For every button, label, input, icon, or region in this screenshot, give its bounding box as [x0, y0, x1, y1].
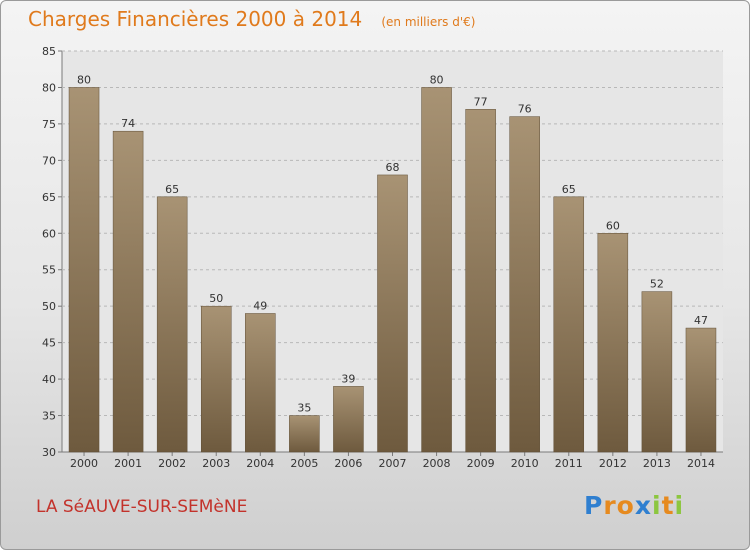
x-tick-label: 2014 [687, 457, 715, 470]
bar [68, 87, 100, 453]
logo-letter: P [584, 491, 604, 520]
chart-title: Charges Financières 2000 à 2014 [28, 7, 363, 31]
y-tick-label: 50 [42, 300, 56, 313]
bar [245, 313, 276, 453]
bar-value-label: 77 [474, 95, 488, 108]
x-tick-label: 2000 [70, 457, 98, 470]
logo-letter: t [661, 491, 675, 520]
x-tick-label: 2012 [599, 457, 627, 470]
bar [200, 305, 232, 453]
bar [289, 415, 320, 453]
bar [509, 116, 540, 453]
bar-value-label: 39 [341, 372, 355, 385]
labels: 30 35 40 45 50 55 60 65 70 75 80 85 80 2000 74 2001 65 20… [42, 45, 715, 470]
logo-letter: i [674, 491, 685, 520]
bar-value-label: 35 [297, 402, 311, 415]
bar [553, 196, 585, 453]
y-tick-label: 75 [42, 118, 56, 131]
x-tick-label: 2005 [290, 457, 318, 470]
bar [421, 87, 452, 453]
bar-value-label: 50 [209, 292, 223, 305]
bar-value-label: 65 [165, 183, 179, 196]
x-tick-label: 2003 [202, 457, 230, 470]
logo-letter: o [616, 491, 635, 520]
bar-value-label: 65 [562, 183, 576, 196]
bar [333, 386, 364, 453]
bar [685, 327, 717, 453]
title-line: Charges Financières 2000 à 2014 (en mill… [28, 7, 475, 31]
bar [465, 109, 496, 453]
x-tick-label: 2002 [158, 457, 186, 470]
bar-value-label: 80 [430, 73, 444, 86]
bar [641, 291, 673, 453]
logo-letter: r [603, 491, 617, 520]
logo-letter: x [634, 491, 652, 520]
x-tick-label: 2008 [423, 457, 451, 470]
y-tick-label: 35 [42, 410, 56, 423]
y-tick-label: 60 [42, 227, 56, 240]
x-tick-label: 2007 [379, 457, 407, 470]
bar-value-label: 76 [518, 103, 532, 116]
y-tick-label: 45 [42, 337, 56, 350]
bar [112, 130, 144, 453]
x-tick-label: 2006 [334, 457, 362, 470]
y-tick-label: 70 [42, 154, 56, 167]
bar [377, 174, 408, 453]
y-tick-label: 40 [42, 373, 56, 386]
bar-value-label: 74 [121, 117, 135, 130]
x-tick-label: 2009 [467, 457, 495, 470]
bar-value-label: 49 [253, 299, 267, 312]
y-tick-label: 80 [42, 81, 56, 94]
logo-letter: i [652, 491, 662, 520]
x-tick-label: 2001 [114, 457, 142, 470]
x-tick-label: 2010 [511, 457, 539, 470]
bar-value-label: 68 [386, 161, 400, 174]
bar-value-label: 80 [77, 73, 91, 86]
bar [597, 233, 629, 453]
bar-value-label: 60 [606, 219, 620, 232]
proxiti-logo: Proxiti [584, 491, 684, 520]
x-tick-label: 2011 [555, 457, 583, 470]
y-tick-label: 85 [42, 45, 56, 58]
y-tick-label: 65 [42, 191, 56, 204]
x-tick-label: 2004 [246, 457, 274, 470]
city-name: LA SéAUVE-SUR-SEMèNE [36, 497, 248, 517]
bar-value-label: 47 [694, 314, 708, 327]
bars [68, 87, 717, 453]
chart-unit-label: (en milliers d'€) [381, 15, 476, 29]
bar-value-label: 52 [650, 278, 664, 291]
y-tick-label: 55 [42, 264, 56, 277]
x-tick-label: 2013 [643, 457, 671, 470]
y-tick-label: 30 [42, 446, 56, 459]
bar [156, 196, 188, 453]
